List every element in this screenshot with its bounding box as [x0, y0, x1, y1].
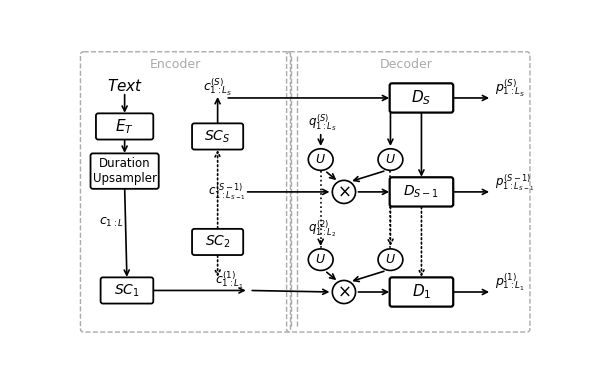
- Ellipse shape: [308, 249, 333, 271]
- Text: Encoder: Encoder: [149, 59, 201, 71]
- Text: $\times$: $\times$: [337, 183, 351, 201]
- Text: $U$: $U$: [385, 253, 396, 266]
- FancyBboxPatch shape: [192, 229, 243, 255]
- Text: $D_{S-1}$: $D_{S-1}$: [403, 184, 440, 200]
- Text: $SC_1$: $SC_1$: [114, 282, 140, 299]
- Text: $E_T$: $E_T$: [115, 117, 134, 136]
- Ellipse shape: [332, 280, 356, 304]
- Text: $U$: $U$: [385, 153, 396, 166]
- Text: Duration
Upsampler: Duration Upsampler: [93, 157, 157, 185]
- Text: Decoder: Decoder: [380, 59, 432, 71]
- Text: $D_S$: $D_S$: [412, 89, 431, 107]
- Ellipse shape: [378, 249, 403, 271]
- FancyBboxPatch shape: [90, 154, 159, 189]
- FancyBboxPatch shape: [100, 277, 153, 304]
- Text: $U$: $U$: [315, 253, 326, 266]
- Text: $D_1$: $D_1$: [412, 283, 431, 301]
- Ellipse shape: [308, 149, 333, 170]
- Text: $q^{(S)}_{1:L_S}$: $q^{(S)}_{1:L_S}$: [308, 112, 337, 133]
- Text: $\times$: $\times$: [337, 283, 351, 301]
- Text: $p^{(S)}_{1:L_S}$: $p^{(S)}_{1:L_S}$: [495, 78, 526, 99]
- Text: $\mathit{Text}$: $\mathit{Text}$: [106, 78, 143, 94]
- FancyBboxPatch shape: [390, 177, 453, 207]
- Text: $p^{(1)}_{1:L_1}$: $p^{(1)}_{1:L_1}$: [495, 272, 525, 293]
- Text: $c^{(S)}_{1:L_S}$: $c^{(S)}_{1:L_S}$: [203, 78, 232, 98]
- FancyBboxPatch shape: [390, 83, 453, 112]
- FancyBboxPatch shape: [390, 277, 453, 307]
- Text: $c_{1:L}$: $c_{1:L}$: [99, 216, 124, 229]
- Ellipse shape: [378, 149, 403, 170]
- Text: $SC_S$: $SC_S$: [204, 128, 231, 145]
- FancyBboxPatch shape: [192, 124, 243, 150]
- Text: $c^{(S-1)}_{1:L_{S-1}}$: $c^{(S-1)}_{1:L_{S-1}}$: [207, 181, 245, 203]
- Text: $SC_2$: $SC_2$: [205, 234, 230, 250]
- Text: $U$: $U$: [315, 153, 326, 166]
- Ellipse shape: [332, 180, 356, 203]
- Text: $c^{(1)}_{1:L_1}$: $c^{(1)}_{1:L_1}$: [215, 270, 244, 291]
- Text: $p^{(S-1)}_{1:L_{S-1}}$: $p^{(S-1)}_{1:L_{S-1}}$: [495, 172, 534, 193]
- Text: $q^{(2)}_{1:L_2}$: $q^{(2)}_{1:L_2}$: [308, 218, 337, 239]
- FancyBboxPatch shape: [96, 113, 153, 139]
